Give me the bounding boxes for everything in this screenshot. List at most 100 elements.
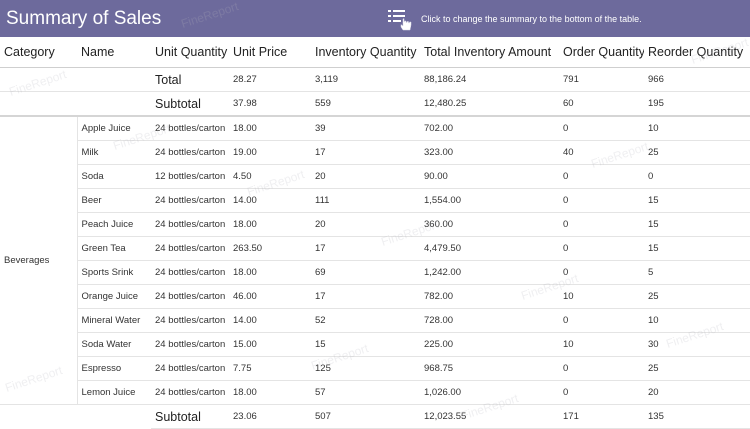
item-reorder-quantity: 15	[644, 212, 750, 237]
item-reorder-quantity: 25	[644, 356, 750, 381]
subtotal-inventory-amount: 12,480.25	[420, 91, 559, 117]
item-total-inventory-amount: 323.00	[420, 140, 559, 165]
total-unit-price: 28.27	[229, 67, 311, 92]
item-total-inventory-amount: 1,026.00	[420, 380, 559, 405]
item-name: Soda Water	[77, 332, 151, 357]
total-inventory-amount: 88,186.24	[420, 67, 559, 92]
item-unit-quantity: 24 bottles/carton	[151, 188, 229, 213]
total-inventory-quantity: 3,119	[311, 67, 420, 92]
item-total-inventory-amount: 702.00	[420, 116, 559, 141]
subtotal-unit-price: 37.98	[229, 91, 311, 117]
item-unit-price: 263.50	[229, 236, 311, 261]
total-order-quantity: 791	[559, 67, 644, 92]
item-unit-quantity: 24 bottles/carton	[151, 332, 229, 357]
item-inventory-quantity: 39	[311, 116, 420, 141]
empty-cell	[0, 405, 77, 429]
item-name: Lemon Juice	[77, 380, 151, 405]
item-order-quantity: 0	[559, 308, 644, 333]
item-total-inventory-amount: 728.00	[420, 308, 559, 333]
item-order-quantity: 0	[559, 212, 644, 237]
total-row: Total 28.27 3,119 88,186.24 791 966	[0, 67, 750, 92]
item-unit-price: 15.00	[229, 332, 311, 357]
item-name: Espresso	[77, 356, 151, 381]
item-inventory-quantity: 52	[311, 308, 420, 333]
item-unit-price: 4.50	[229, 164, 311, 189]
item-total-inventory-amount: 968.75	[420, 356, 559, 381]
item-unit-quantity: 24 bottles/carton	[151, 236, 229, 261]
table-row: Beer 24 bottles/carton 14.00 111 1,554.00 0 15	[0, 188, 750, 213]
item-inventory-quantity: 69	[311, 260, 420, 285]
subtotal-inventory-amount: 12,023.55	[420, 404, 559, 429]
item-unit-quantity: 24 bottles/carton	[151, 284, 229, 309]
subtotal-reorder-quantity: 135	[644, 404, 750, 429]
item-order-quantity: 0	[559, 116, 644, 141]
table-row: Mineral Water 24 bottles/carton 14.00 52 728…	[0, 308, 750, 333]
item-unit-price: 7.75	[229, 356, 311, 381]
item-reorder-quantity: 20	[644, 380, 750, 405]
item-total-inventory-amount: 225.00	[420, 332, 559, 357]
table-row: Espresso 24 bottles/carton 7.75 125 968.75 0 2…	[0, 356, 750, 381]
table-row: Lemon Juice 24 bottles/carton 18.00 57 1,026…	[0, 380, 750, 405]
item-name: Sports Srink	[77, 260, 151, 285]
col-header-category: Category	[0, 37, 77, 68]
item-unit-quantity: 24 bottles/carton	[151, 116, 229, 141]
item-order-quantity: 0	[559, 164, 644, 189]
item-unit-quantity: 12 bottles/carton	[151, 164, 229, 189]
item-inventory-quantity: 111	[311, 188, 420, 213]
table-row: Green Tea 24 bottles/carton 263.50 17 4,479.…	[0, 236, 750, 261]
table-row: Sports Srink 24 bottles/carton 18.00 69 1,24…	[0, 260, 750, 285]
item-reorder-quantity: 10	[644, 116, 750, 141]
item-order-quantity: 0	[559, 188, 644, 213]
item-unit-quantity: 24 bottles/carton	[151, 140, 229, 165]
item-reorder-quantity: 5	[644, 260, 750, 285]
item-total-inventory-amount: 90.00	[420, 164, 559, 189]
col-header-name: Name	[77, 37, 151, 68]
item-reorder-quantity: 10	[644, 308, 750, 333]
item-name: Apple Juice	[77, 116, 151, 141]
empty-cell	[0, 67, 77, 92]
sales-table: Category Name Unit Quantity Unit Price I…	[0, 37, 750, 429]
item-reorder-quantity: 30	[644, 332, 750, 357]
subtotal-label: Subtotal	[151, 91, 229, 117]
item-order-quantity: 10	[559, 332, 644, 357]
item-inventory-quantity: 125	[311, 356, 420, 381]
item-reorder-quantity: 25	[644, 140, 750, 165]
col-header-order-quantity: Order Quantity	[559, 37, 644, 68]
item-inventory-quantity: 20	[311, 212, 420, 237]
empty-cell	[77, 405, 151, 429]
item-inventory-quantity: 17	[311, 284, 420, 309]
item-order-quantity: 0	[559, 380, 644, 405]
col-header-reorder-quantity: Reorder Quantity	[644, 37, 750, 68]
subtotal-inventory-quantity: 507	[311, 404, 420, 429]
subtotal-order-quantity: 60	[559, 91, 644, 117]
item-inventory-quantity: 17	[311, 236, 420, 261]
table-row: Milk 24 bottles/carton 19.00 17 323.00 40 25	[0, 140, 750, 165]
item-unit-price: 14.00	[229, 188, 311, 213]
subtotal-label: Subtotal	[151, 404, 229, 429]
item-total-inventory-amount: 782.00	[420, 284, 559, 309]
subtotal-reorder-quantity: 195	[644, 91, 750, 117]
header-row: Category Name Unit Quantity Unit Price I…	[0, 37, 750, 68]
table-row: Orange Juice 24 bottles/carton 46.00 17 782.…	[0, 284, 750, 309]
list-hand-icon	[388, 10, 412, 31]
col-header-inventory-quantity: Inventory Quantity	[311, 37, 420, 68]
item-reorder-quantity: 15	[644, 188, 750, 213]
item-reorder-quantity: 0	[644, 164, 750, 189]
report-title: Summary of Sales	[6, 8, 162, 29]
col-header-unit-price: Unit Price	[229, 37, 311, 68]
subtotal-unit-price: 23.06	[229, 404, 311, 429]
item-order-quantity: 0	[559, 356, 644, 381]
table-row: Beverages Apple Juice 24 bottles/carton 18.…	[0, 116, 750, 405]
item-unit-price: 18.00	[229, 116, 311, 141]
item-unit-price: 18.00	[229, 212, 311, 237]
summary-position-button[interactable]	[388, 9, 414, 31]
item-order-quantity: 40	[559, 140, 644, 165]
empty-cell	[77, 67, 151, 92]
table-row: Soda Water 24 bottles/carton 15.00 15 225.00…	[0, 332, 750, 357]
item-total-inventory-amount: 1,242.00	[420, 260, 559, 285]
item-name: Green Tea	[77, 236, 151, 261]
empty-cell	[77, 91, 151, 117]
table-row: Peach Juice 24 bottles/carton 18.00 20 360.0…	[0, 212, 750, 237]
total-label: Total	[151, 67, 229, 92]
item-unit-price: 19.00	[229, 140, 311, 165]
